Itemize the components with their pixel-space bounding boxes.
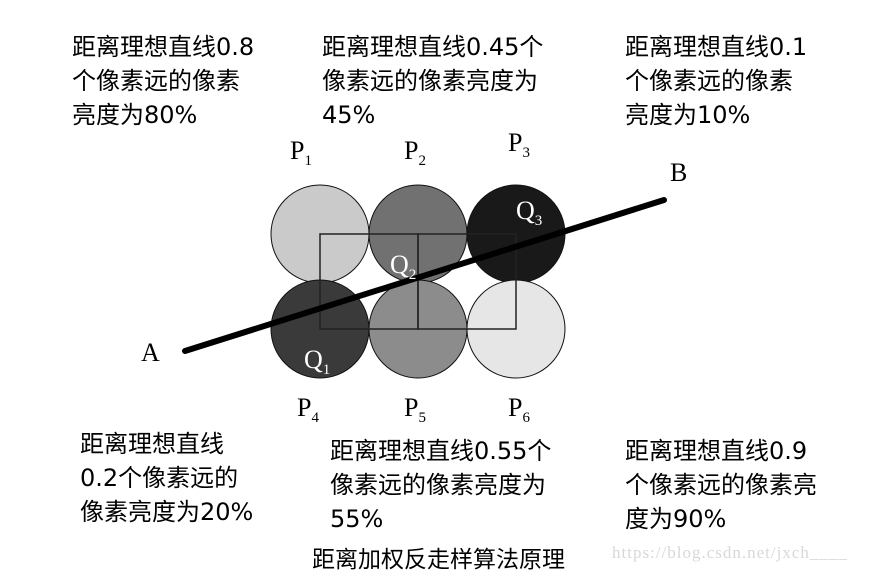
note-line: 距离理想直线0.45个 — [322, 33, 544, 61]
label-letter: Q — [390, 250, 409, 279]
label-a: A — [141, 338, 160, 367]
note-line: 距离理想直线0.1 — [625, 33, 808, 61]
label-p5: P5 — [404, 393, 426, 427]
label-p2: P2 — [404, 136, 426, 170]
note-top-mid: 距离理想直线0.45个 像素远的像素亮度为 45% — [322, 30, 543, 132]
note-line: 0.2个像素远的 — [80, 464, 239, 492]
label-q1: Q1 — [304, 345, 330, 379]
label-letter: Q — [304, 345, 323, 374]
grid-cell-right — [417, 233, 517, 330]
note-line: 亮度为10% — [625, 101, 751, 129]
note-line: 度为90% — [625, 505, 727, 533]
note-top-left: 距离理想直线0.8 个像素远的像素 亮度为80% — [72, 30, 254, 132]
note-line: 距离理想直线0.8 — [72, 33, 255, 61]
note-line: 像素亮度为20% — [80, 498, 254, 526]
note-bottom-left: 距离理想直线 0.2个像素远的 像素亮度为20% — [80, 427, 253, 529]
label-letter: P — [404, 393, 419, 422]
note-top-right: 距离理想直线0.1 个像素远的像素 亮度为10% — [625, 30, 807, 132]
label-subscript: 2 — [418, 153, 426, 170]
note-line: 距离理想直线0.9 — [625, 437, 808, 465]
label-p1: P1 — [290, 136, 312, 170]
label-subscript: 1 — [304, 153, 312, 170]
label-letter: Q — [516, 196, 535, 225]
label-subscript: 4 — [311, 410, 319, 427]
note-line: 像素远的像素亮度为 — [322, 67, 538, 95]
note-line: 55% — [330, 505, 384, 533]
label-subscript: 1 — [322, 362, 331, 379]
label-letter: P — [297, 393, 312, 422]
label-subscript: 2 — [408, 267, 417, 284]
label-letter: P — [508, 393, 523, 422]
label-q3: Q3 — [516, 196, 542, 230]
ideal-line — [182, 197, 667, 354]
label-subscript: 6 — [522, 410, 530, 427]
note-line: 个像素远的像素 — [625, 67, 793, 95]
label-letter: P — [404, 136, 419, 165]
label-letter: P — [508, 128, 523, 157]
note-bottom-right: 距离理想直线0.9 个像素远的像素亮 度为90% — [625, 434, 817, 536]
label-p4: P4 — [297, 393, 319, 427]
note-line: 像素远的像素亮度为 — [330, 471, 546, 499]
note-line: 45% — [322, 101, 376, 129]
label-subscript: 3 — [534, 213, 543, 230]
note-line: 亮度为80% — [72, 101, 198, 129]
label-subscript: 3 — [522, 145, 530, 162]
note-line: 个像素远的像素 — [72, 67, 240, 95]
note-line: 个像素远的像素亮 — [625, 471, 817, 499]
label-q2: Q2 — [390, 250, 416, 284]
label-subscript: 5 — [418, 410, 426, 427]
diagram-caption: 距离加权反走样算法原理 — [312, 547, 565, 573]
note-bottom-mid: 距离理想直线0.55个 像素远的像素亮度为 55% — [330, 434, 551, 536]
watermark: https://blog.csdn.net/jxch____ — [612, 543, 848, 562]
label-b: B — [670, 158, 688, 187]
note-line: 距离理想直线0.55个 — [330, 437, 552, 465]
label-p3: P3 — [508, 128, 530, 162]
note-line: 距离理想直线 — [80, 430, 224, 458]
label-letter: P — [290, 136, 305, 165]
label-p6: P6 — [508, 393, 530, 427]
